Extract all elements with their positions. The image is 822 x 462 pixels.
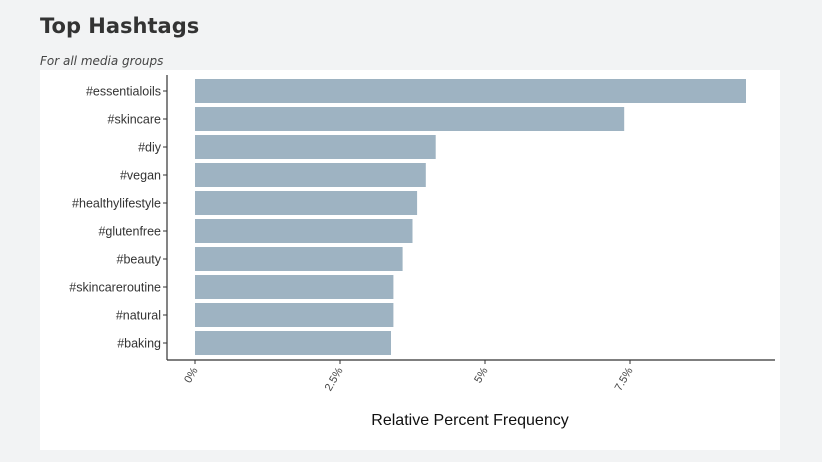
bar-skincare xyxy=(195,107,625,131)
bar-vegan xyxy=(195,163,426,187)
bar-skincareroutine xyxy=(195,275,394,299)
y-tick-label: #essentialoils xyxy=(86,85,161,99)
x-tick-label: 7.5% xyxy=(613,365,636,393)
x-axis: 0% 2.5% 5% 7.5% xyxy=(167,359,775,393)
y-axis: #essentialoils #skincare #diy #vegan #health… xyxy=(69,75,168,360)
y-tick-label: #beauty xyxy=(117,253,162,267)
bar-chart: #essentialoils #skincare #diy #vegan #health… xyxy=(69,75,775,429)
bar-glutenfree xyxy=(195,219,413,243)
x-tick-label: 2.5% xyxy=(323,365,346,393)
bars-group xyxy=(195,79,746,355)
y-tick-label: #baking xyxy=(117,337,161,351)
chart-panel: #essentialoils #skincare #diy #vegan #health… xyxy=(40,70,780,450)
chart-title: Top Hashtags xyxy=(40,14,200,38)
chart-subtitle: For all media groups xyxy=(40,54,164,68)
y-tick-label: #healthylifestyle xyxy=(72,197,161,211)
y-tick-label: #vegan xyxy=(120,169,161,183)
x-axis-title: Relative Percent Frequency xyxy=(371,412,568,429)
bar-beauty xyxy=(195,247,403,271)
bar-diy xyxy=(195,135,436,159)
bar-baking xyxy=(195,331,391,355)
x-tick-label: 5% xyxy=(472,365,490,385)
y-tick-label: #glutenfree xyxy=(98,225,161,239)
y-tick-label: #skincare xyxy=(108,113,162,127)
y-tick-label: #diy xyxy=(138,141,162,155)
x-tick-label: 0% xyxy=(182,365,200,385)
y-tick-label: #natural xyxy=(116,309,161,323)
bar-essentialoils xyxy=(195,79,746,103)
bar-natural xyxy=(195,303,394,327)
bar-healthylifestyle xyxy=(195,191,418,215)
y-tick-label: #skincareroutine xyxy=(69,281,161,295)
